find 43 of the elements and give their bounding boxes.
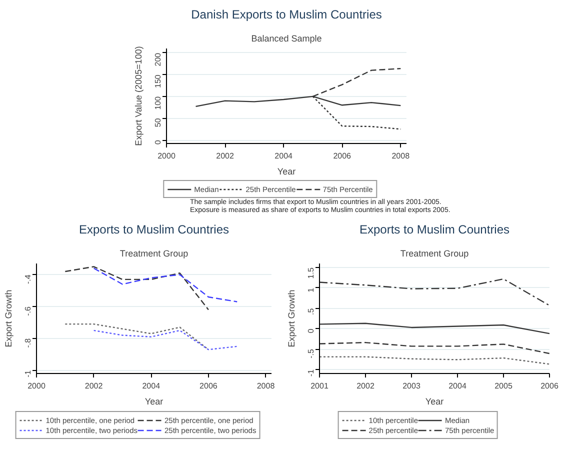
chart-subtitle: Balanced Sample: [251, 34, 322, 44]
y-tick-label: 200: [154, 52, 162, 66]
y-tick-label: .5: [306, 308, 316, 315]
x-tick-label: 2002: [84, 382, 104, 390]
chart-title: Exports to Muslim Countries: [78, 222, 230, 236]
chart-subtitle: Treatment Group: [400, 248, 469, 258]
x-tick-label: 2002: [356, 382, 375, 390]
x-axis-title: Year: [425, 396, 444, 406]
y-axis-title: Export Growth: [4, 290, 14, 348]
chart-title: Danish Exports to Muslim Countries: [191, 8, 382, 22]
x-axis-title: Year: [277, 166, 296, 176]
y-tick-label: 1.5: [306, 267, 316, 279]
x-tick-label: 2008: [392, 152, 410, 160]
x-tick-label: 2004: [274, 152, 294, 160]
y-axis-title: Export Value (2005=100): [134, 46, 144, 146]
y-tick-label: 0: [154, 139, 162, 144]
y-tick-label: 0: [306, 328, 316, 334]
chart-title: Exports to Muslim Countries: [359, 222, 510, 236]
x-tick-label: 2004: [448, 382, 467, 390]
x-tick-label: 2002: [216, 152, 234, 160]
y-tick-label: -1: [24, 370, 32, 378]
y-tick-label: -.4: [24, 274, 32, 284]
y-tick-label: -.5: [306, 348, 316, 358]
x-axis-title: Year: [144, 396, 164, 406]
x-tick-label: 2006: [540, 382, 559, 390]
x-tick-label: 2001: [310, 382, 329, 390]
y-tick-label: 1: [306, 287, 316, 292]
y-tick-label: -1: [306, 368, 316, 377]
y-tick-label: 100: [154, 96, 162, 110]
x-tick-label: 2000: [158, 152, 176, 160]
x-tick-label: 2003: [402, 382, 421, 390]
y-tick-label: -.8: [24, 338, 32, 348]
x-tick-label: 2000: [28, 382, 46, 390]
y-tick-label: 150: [154, 74, 162, 88]
x-tick-label: 2008: [256, 382, 276, 390]
y-axis-title: Export Growth: [286, 290, 296, 348]
y-tick-label: -.6: [24, 306, 32, 316]
x-tick-label: 2005: [494, 382, 513, 390]
y-tick-label: 50: [154, 118, 162, 128]
x-tick-label: 2004: [142, 382, 161, 390]
x-tick-label: 2006: [200, 382, 218, 390]
chart-subtitle: Treatment Group: [120, 248, 188, 258]
x-tick-label: 2006: [333, 152, 352, 160]
